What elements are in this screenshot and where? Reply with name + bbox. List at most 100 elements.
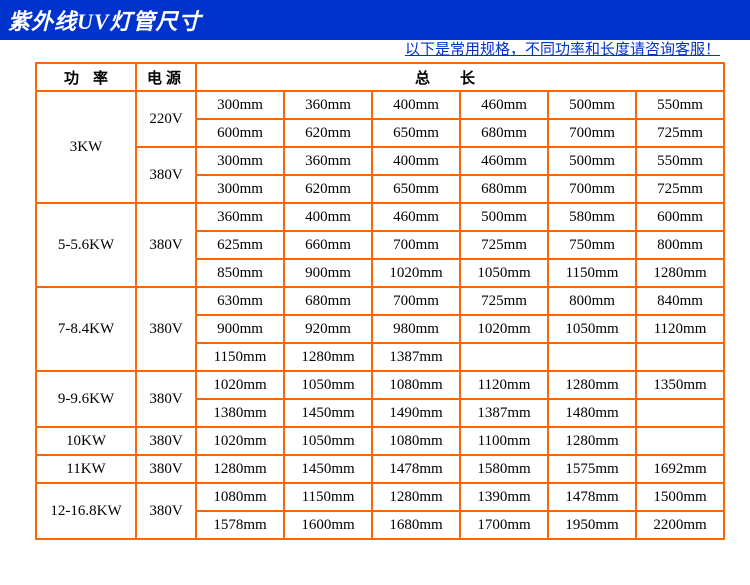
- length-cell: 660mm: [284, 231, 372, 259]
- header-bar: 紫外线UV灯管尺寸: [0, 0, 750, 40]
- table-header-row: 功率 电源 总长: [36, 63, 724, 91]
- table-body: 3KW220V300mm360mm400mm460mm500mm550mm600…: [36, 91, 724, 539]
- power-cell: 5-5.6KW: [36, 203, 136, 287]
- length-cell: 1387mm: [460, 399, 548, 427]
- length-cell: 650mm: [372, 119, 460, 147]
- col-header-power: 功率: [36, 63, 136, 91]
- table-row: 380V300mm360mm400mm460mm500mm550mm: [36, 147, 724, 175]
- length-cell: 850mm: [196, 259, 284, 287]
- length-cell: 680mm: [460, 119, 548, 147]
- length-cell: 1020mm: [372, 259, 460, 287]
- length-cell: 1150mm: [196, 343, 284, 371]
- length-cell: 1020mm: [196, 371, 284, 399]
- length-cell: 550mm: [636, 91, 724, 119]
- length-cell: 1100mm: [460, 427, 548, 455]
- length-cell: 630mm: [196, 287, 284, 315]
- length-cell: 1280mm: [372, 483, 460, 511]
- power-cell: 11KW: [36, 455, 136, 483]
- length-cell: 1020mm: [196, 427, 284, 455]
- length-cell: 1150mm: [548, 259, 636, 287]
- length-cell: 460mm: [460, 91, 548, 119]
- length-cell: 300mm: [196, 91, 284, 119]
- length-cell: 460mm: [372, 203, 460, 231]
- length-cell: 1280mm: [196, 455, 284, 483]
- voltage-cell: 380V: [136, 203, 196, 287]
- length-cell: 1692mm: [636, 455, 724, 483]
- length-cell: 725mm: [636, 175, 724, 203]
- table-row: 11KW380V1280mm1450mm1478mm1580mm1575mm16…: [36, 455, 724, 483]
- length-cell: 725mm: [460, 231, 548, 259]
- length-cell: 400mm: [372, 147, 460, 175]
- length-cell: 725mm: [460, 287, 548, 315]
- length-cell: 1680mm: [372, 511, 460, 539]
- voltage-cell: 380V: [136, 147, 196, 203]
- length-cell: 1020mm: [460, 315, 548, 343]
- length-cell: 1390mm: [460, 483, 548, 511]
- length-cell: 700mm: [372, 231, 460, 259]
- voltage-cell: 380V: [136, 483, 196, 539]
- length-cell: 300mm: [196, 147, 284, 175]
- length-cell: [636, 399, 724, 427]
- length-cell: 750mm: [548, 231, 636, 259]
- page-title: 紫外线UV灯管尺寸: [8, 4, 202, 36]
- length-cell: 1450mm: [284, 455, 372, 483]
- length-cell: 1280mm: [284, 343, 372, 371]
- length-cell: 980mm: [372, 315, 460, 343]
- length-cell: 360mm: [284, 147, 372, 175]
- length-cell: 1080mm: [372, 427, 460, 455]
- length-cell: 900mm: [284, 259, 372, 287]
- length-cell: 700mm: [548, 175, 636, 203]
- length-cell: 550mm: [636, 147, 724, 175]
- length-cell: 1500mm: [636, 483, 724, 511]
- length-cell: 600mm: [196, 119, 284, 147]
- length-cell: 600mm: [636, 203, 724, 231]
- length-cell: 680mm: [284, 287, 372, 315]
- length-cell: 1450mm: [284, 399, 372, 427]
- length-cell: 1700mm: [460, 511, 548, 539]
- power-cell: 10KW: [36, 427, 136, 455]
- length-cell: 1580mm: [460, 455, 548, 483]
- length-cell: 680mm: [460, 175, 548, 203]
- length-cell: 1280mm: [548, 427, 636, 455]
- length-cell: 700mm: [372, 287, 460, 315]
- length-cell: 1478mm: [372, 455, 460, 483]
- power-cell: 9-9.6KW: [36, 371, 136, 427]
- length-cell: 1050mm: [284, 371, 372, 399]
- length-cell: 700mm: [548, 119, 636, 147]
- table-row: 3KW220V300mm360mm400mm460mm500mm550mm: [36, 91, 724, 119]
- length-cell: 725mm: [636, 119, 724, 147]
- length-cell: 400mm: [372, 91, 460, 119]
- table-row: 7-8.4KW380V630mm680mm700mm725mm800mm840m…: [36, 287, 724, 315]
- length-cell: [636, 427, 724, 455]
- table-row: 9-9.6KW380V1020mm1050mm1080mm1120mm1280m…: [36, 371, 724, 399]
- length-cell: 1080mm: [196, 483, 284, 511]
- length-cell: [636, 343, 724, 371]
- length-cell: 1575mm: [548, 455, 636, 483]
- length-cell: 650mm: [372, 175, 460, 203]
- table-row: 10KW380V1020mm1050mm1080mm1100mm1280mm: [36, 427, 724, 455]
- length-cell: 460mm: [460, 147, 548, 175]
- length-cell: 1350mm: [636, 371, 724, 399]
- length-cell: 360mm: [196, 203, 284, 231]
- length-cell: 2200mm: [636, 511, 724, 539]
- power-cell: 12-16.8KW: [36, 483, 136, 539]
- length-cell: 1050mm: [460, 259, 548, 287]
- length-cell: 500mm: [548, 147, 636, 175]
- length-cell: 580mm: [548, 203, 636, 231]
- voltage-cell: 380V: [136, 427, 196, 455]
- length-cell: 800mm: [636, 231, 724, 259]
- length-cell: 400mm: [284, 203, 372, 231]
- power-cell: 3KW: [36, 91, 136, 203]
- length-cell: 840mm: [636, 287, 724, 315]
- length-cell: 1050mm: [284, 427, 372, 455]
- length-cell: 1478mm: [548, 483, 636, 511]
- length-cell: 1120mm: [636, 315, 724, 343]
- length-cell: 1578mm: [196, 511, 284, 539]
- length-cell: 1600mm: [284, 511, 372, 539]
- header-note: 以下是常用规格，不同功率和长度请咨询客服！: [405, 38, 720, 59]
- length-cell: 1080mm: [372, 371, 460, 399]
- length-cell: 500mm: [548, 91, 636, 119]
- length-cell: 900mm: [196, 315, 284, 343]
- length-cell: 1150mm: [284, 483, 372, 511]
- length-cell: 1050mm: [548, 315, 636, 343]
